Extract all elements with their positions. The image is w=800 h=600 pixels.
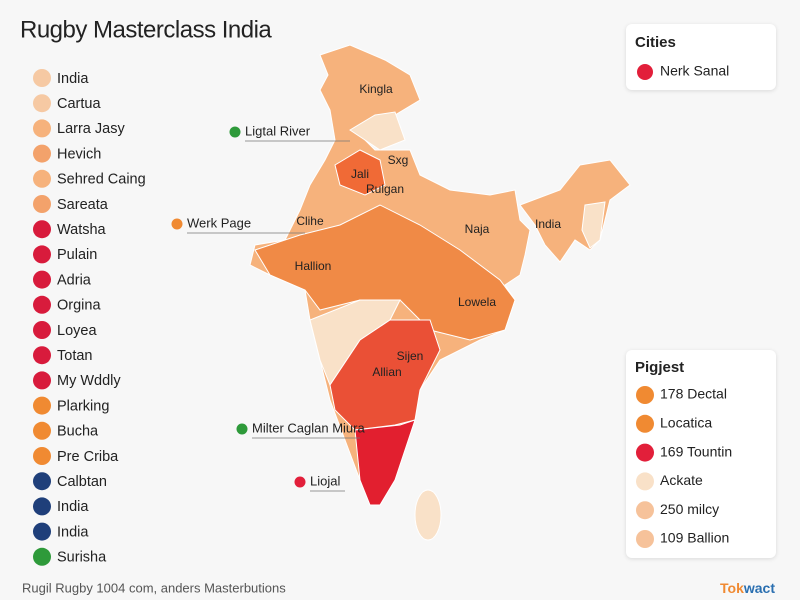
marker-dot <box>294 476 306 488</box>
pigjest-dot <box>636 530 654 548</box>
legend-label: Totan <box>57 348 92 364</box>
legend-label: Pulain <box>57 247 97 263</box>
legend-badge <box>33 497 51 516</box>
marker-dot <box>236 423 248 435</box>
legend: India Cartua Larra Jasy Hevich Sehred Caing S… <box>33 69 146 566</box>
region-label: Lowela <box>458 295 496 309</box>
region-label: Kingla <box>359 82 393 96</box>
marker-label: Ligtal River <box>245 123 311 138</box>
legend-badge <box>33 321 51 339</box>
legend-label: Bucha <box>57 424 99 440</box>
legend-badge <box>33 396 51 415</box>
legend-label: India <box>57 71 89 87</box>
legend-badge <box>33 119 51 138</box>
legend-badge <box>33 346 51 365</box>
legend-badge <box>33 270 51 289</box>
pigjest-title: Pigjest <box>635 359 684 376</box>
legend-badge <box>33 522 51 541</box>
legend-label: My Wddly <box>57 373 121 389</box>
pigjest-label: 178 Dectal <box>660 386 727 402</box>
legend-badge <box>33 371 51 390</box>
legend-badge <box>33 169 51 188</box>
india-map <box>249 44 631 541</box>
pigjest-dot <box>636 414 654 433</box>
legend-label: Calbtan <box>57 474 107 490</box>
footer-text: Rugil Rugby 1004 com, anders Masterbutio… <box>22 580 286 595</box>
legend-label: Sehred Caing <box>57 172 146 188</box>
pigjest-dot <box>636 386 654 404</box>
region-label: Rulgan <box>366 182 404 196</box>
legend-badge <box>33 447 51 465</box>
pigjest-label: 250 milcy <box>660 501 719 517</box>
pigjest-dot <box>636 443 654 462</box>
marker-dot <box>229 126 241 138</box>
legend-label: Plarking <box>57 398 109 414</box>
cities-title: Cities <box>635 34 676 51</box>
pigjest-dot <box>636 472 654 491</box>
pigjest-label: Ackate <box>660 472 703 488</box>
region-label: India <box>535 217 561 231</box>
legend-label: Pre Criba <box>57 449 119 465</box>
title: Rugby Masterclass India <box>20 16 272 43</box>
legend-label: Larra Jasy <box>57 121 125 137</box>
legend-label: Watsha <box>57 222 107 238</box>
legend-label: Cartua <box>57 96 101 112</box>
legend-label: Adria <box>57 272 92 288</box>
legend-badge <box>33 220 51 239</box>
region-label: Sxg <box>388 153 409 167</box>
legend-badge <box>33 421 51 440</box>
legend-label: India <box>57 524 89 540</box>
cities-panel <box>626 24 776 90</box>
legend-badge <box>33 295 51 314</box>
brand-a: Tok <box>720 580 744 596</box>
marker-label: Milter Caglan Miura <box>252 420 365 435</box>
legend-label: Orgina <box>57 298 101 314</box>
legend-badge <box>33 195 51 213</box>
city-dot <box>637 64 653 80</box>
pigjest-dot <box>636 501 654 520</box>
marker-label: Werk Page <box>187 215 251 230</box>
legend-badge <box>33 69 51 87</box>
legend-label: India <box>57 499 89 515</box>
legend-badge <box>33 547 51 566</box>
region-label: Naja <box>465 222 490 236</box>
region-label: Sijen <box>397 349 424 363</box>
region-label: Clihe <box>296 214 324 228</box>
legend-label: Sareata <box>57 197 109 213</box>
marker-dot <box>171 218 183 230</box>
city-label: Nerk Sanal <box>660 63 729 79</box>
legend-badge <box>33 94 51 113</box>
pigjest-label: 109 Ballion <box>660 530 729 546</box>
legend-badge <box>33 245 51 264</box>
pigjest-label: Locatica <box>660 415 712 431</box>
region-label: Jali <box>351 167 369 181</box>
brand: Tokwact <box>720 580 775 596</box>
marker-label: Liojal <box>310 473 340 488</box>
pigjest-label: 169 Tountin <box>660 443 732 459</box>
brand-b: wact <box>743 580 775 596</box>
region-label: Hallion <box>295 259 332 273</box>
legend-label: Surisha <box>57 550 107 566</box>
region-label: Allian <box>372 365 401 379</box>
legend-badge <box>33 472 51 491</box>
legend-label: Loyea <box>57 323 97 339</box>
legend-badge <box>33 144 51 163</box>
legend-label: Hevich <box>57 146 101 162</box>
